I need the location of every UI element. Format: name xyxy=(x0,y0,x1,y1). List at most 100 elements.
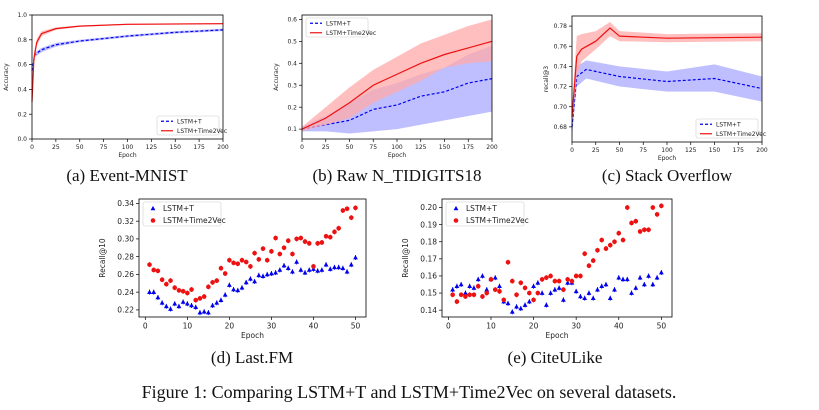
data-point-lstm-t xyxy=(518,305,524,311)
data-point-time2vec xyxy=(552,278,558,284)
x-tick-label: 100 xyxy=(661,147,673,154)
data-point-lstm-t xyxy=(260,273,266,278)
data-point-lstm-t xyxy=(578,293,583,299)
data-point-lstm-t xyxy=(492,275,498,280)
data-point-lstm-t xyxy=(514,304,519,309)
data-point-lstm-t xyxy=(573,288,579,294)
data-point-lstm-t xyxy=(344,269,350,274)
x-tick-label: 20 xyxy=(225,322,235,331)
x-tick-label: 50 xyxy=(351,322,361,331)
legend-label: LSTM+T xyxy=(326,20,351,27)
data-point-time2vec xyxy=(637,229,643,234)
data-point-lstm-t xyxy=(633,285,639,290)
data-point-time2vec xyxy=(450,292,455,298)
data-point-time2vec xyxy=(475,283,481,289)
x-tick-label: 100 xyxy=(391,144,403,151)
data-point-lstm-t xyxy=(285,265,291,271)
x-tick-label: 30 xyxy=(571,322,581,331)
data-point-lstm-t xyxy=(463,290,468,295)
data-point-time2vec xyxy=(556,278,562,284)
legend-label: LSTM+Time2Vec xyxy=(466,216,529,225)
data-point-lstm-t xyxy=(353,254,358,260)
data-point-lstm-t xyxy=(629,290,634,295)
data-point-time2vec xyxy=(332,229,337,235)
data-point-lstm-t xyxy=(612,287,617,292)
data-point-time2vec xyxy=(264,257,270,263)
data-point-lstm-t xyxy=(548,290,554,295)
x-tick-label: 0 xyxy=(570,147,574,154)
data-point-lstm-t xyxy=(243,279,249,285)
data-point-time2vec xyxy=(281,245,287,251)
data-point-time2vec xyxy=(327,234,333,240)
y-tick-label: 0.3 xyxy=(287,82,297,89)
y-axis-label: Recall@10 xyxy=(401,238,410,278)
data-point-time2vec xyxy=(193,297,199,303)
data-point-time2vec xyxy=(458,292,464,298)
data-point-time2vec xyxy=(607,242,613,248)
data-point-time2vec xyxy=(269,249,274,254)
y-tick-label: 0.22 xyxy=(117,306,134,315)
data-point-time2vec xyxy=(197,296,203,301)
legend-label: LSTM+Time2Vec xyxy=(326,30,376,37)
x-tick-label: 100 xyxy=(122,144,134,151)
data-point-lstm-t xyxy=(205,309,211,315)
data-point-lstm-t xyxy=(256,272,262,278)
x-tick-label: 25 xyxy=(52,144,60,151)
y-tick-label: 0.6 xyxy=(17,62,27,69)
data-point-time2vec xyxy=(260,246,266,251)
x-tick-label: 50 xyxy=(616,147,624,154)
data-point-lstm-t xyxy=(189,302,194,308)
data-point-time2vec xyxy=(164,281,169,287)
data-point-time2vec xyxy=(586,263,592,268)
data-point-time2vec xyxy=(311,264,316,269)
legend-label: LSTM+T xyxy=(466,204,497,213)
x-tick-label: 125 xyxy=(685,147,697,154)
x-axis-label: Epoch xyxy=(546,331,569,340)
confidence-band-lstm-t xyxy=(32,28,223,74)
legend-label: LSTM+T xyxy=(716,121,741,128)
data-point-time2vec xyxy=(514,292,519,298)
data-point-lstm-t xyxy=(226,282,232,287)
data-point-time2vec xyxy=(306,241,312,246)
data-point-lstm-t xyxy=(641,281,647,287)
data-point-lstm-t xyxy=(505,300,511,306)
data-point-time2vec xyxy=(344,206,350,212)
y-tick-label: 0.4 xyxy=(287,60,297,67)
series-line-time2vec xyxy=(31,23,224,102)
x-tick-label: 50 xyxy=(76,144,84,151)
data-point-time2vec xyxy=(497,289,502,294)
data-point-lstm-t xyxy=(151,289,157,294)
data-point-lstm-t xyxy=(582,295,588,300)
x-tick-label: 175 xyxy=(463,144,475,151)
data-point-lstm-t xyxy=(599,283,605,289)
y-tick-label: 0.70 xyxy=(554,104,568,111)
series-line-lstm-t xyxy=(31,29,224,71)
data-point-time2vec xyxy=(624,205,630,210)
data-point-time2vec xyxy=(302,239,308,244)
data-point-lstm-t xyxy=(658,269,664,275)
y-tick-label: 0.1 xyxy=(287,126,297,133)
data-point-lstm-t xyxy=(332,264,337,270)
data-point-time2vec xyxy=(488,277,494,282)
data-point-time2vec xyxy=(527,290,532,296)
legend-label: LSTM+Time2Vec xyxy=(177,128,227,135)
data-point-time2vec xyxy=(159,277,165,283)
data-point-lstm-t xyxy=(484,287,490,292)
data-point-time2vec xyxy=(650,205,656,210)
x-tick-label: 150 xyxy=(170,144,182,151)
data-point-time2vec xyxy=(222,271,228,276)
x-tick-label: 20 xyxy=(529,322,539,331)
data-point-time2vec xyxy=(539,277,545,282)
caption-c: (c) Stack Overflow xyxy=(601,166,733,185)
data-point-lstm-t xyxy=(323,262,329,267)
x-tick-label: 10 xyxy=(486,322,496,331)
series-line-lstm-t xyxy=(301,78,493,130)
data-point-lstm-t xyxy=(340,265,346,271)
data-point-time2vec xyxy=(248,264,253,269)
series-line-time2vec xyxy=(571,27,763,117)
data-point-lstm-t xyxy=(586,290,592,295)
data-point-lstm-t xyxy=(306,267,312,272)
data-point-time2vec xyxy=(252,250,257,256)
